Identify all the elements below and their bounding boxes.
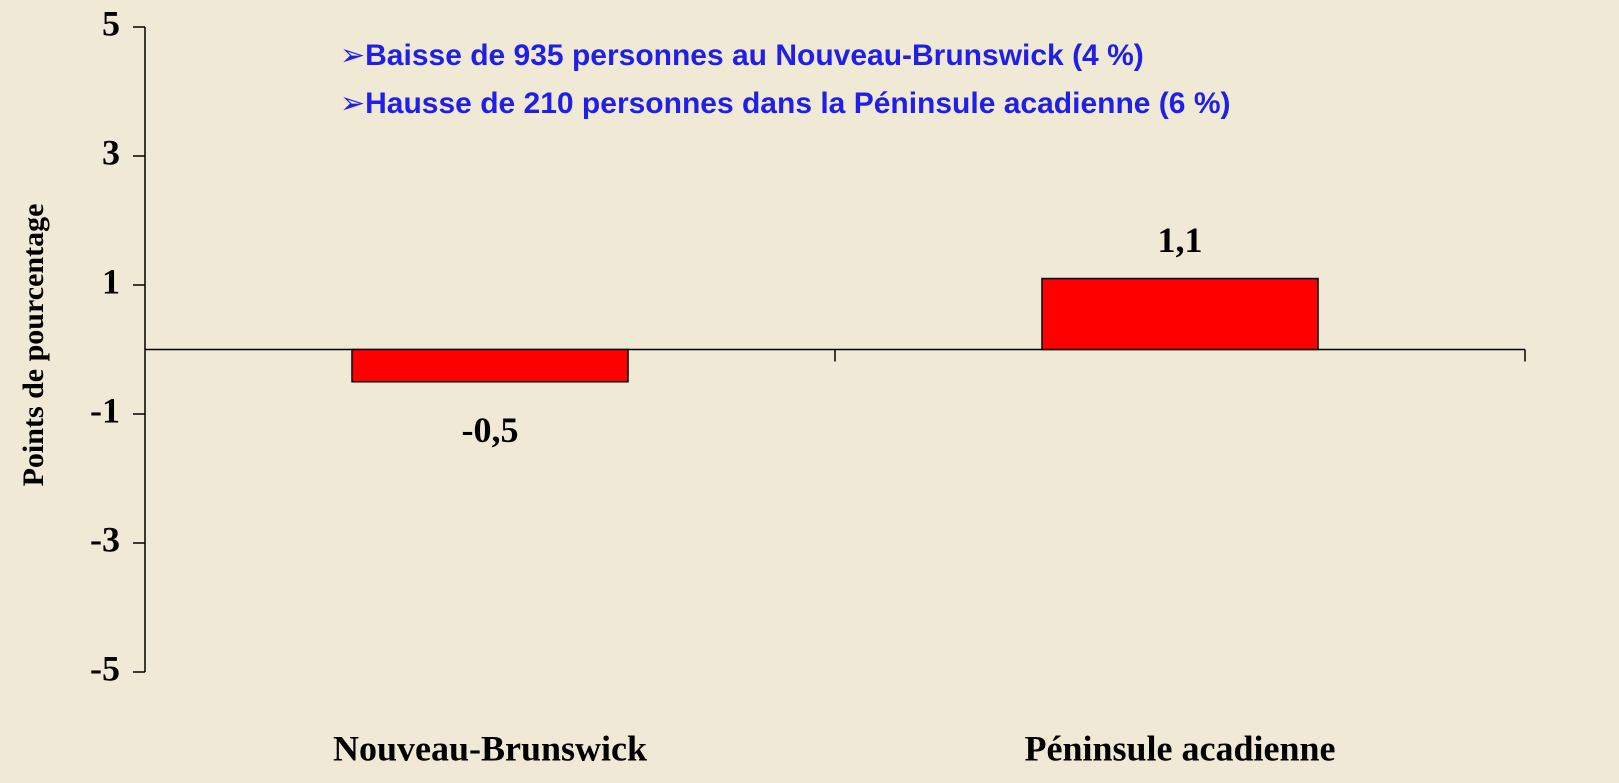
y-tick-label: -1	[90, 390, 120, 430]
y-tick-label: -5	[90, 648, 120, 688]
bar	[351, 348, 629, 383]
x-tick-label: Nouveau-Brunswick	[333, 728, 647, 768]
y-tick-label: 5	[102, 3, 120, 43]
y-tick-label: 3	[102, 132, 120, 172]
y-axis-label: Points de pourcentage	[17, 204, 50, 487]
annotation: ➢Baisse de 935 personnes au Nouveau-Brun…	[340, 39, 1144, 72]
bar	[1041, 277, 1319, 351]
value-label: -0,5	[462, 410, 519, 450]
annotation: ➢Hausse de 210 personnes dans la Péninsu…	[340, 87, 1230, 120]
y-tick-label: -3	[90, 519, 120, 559]
y-tick-label: 1	[102, 261, 120, 301]
x-tick-label: Péninsule acadienne	[1024, 728, 1335, 768]
value-label: 1,1	[1158, 220, 1203, 260]
